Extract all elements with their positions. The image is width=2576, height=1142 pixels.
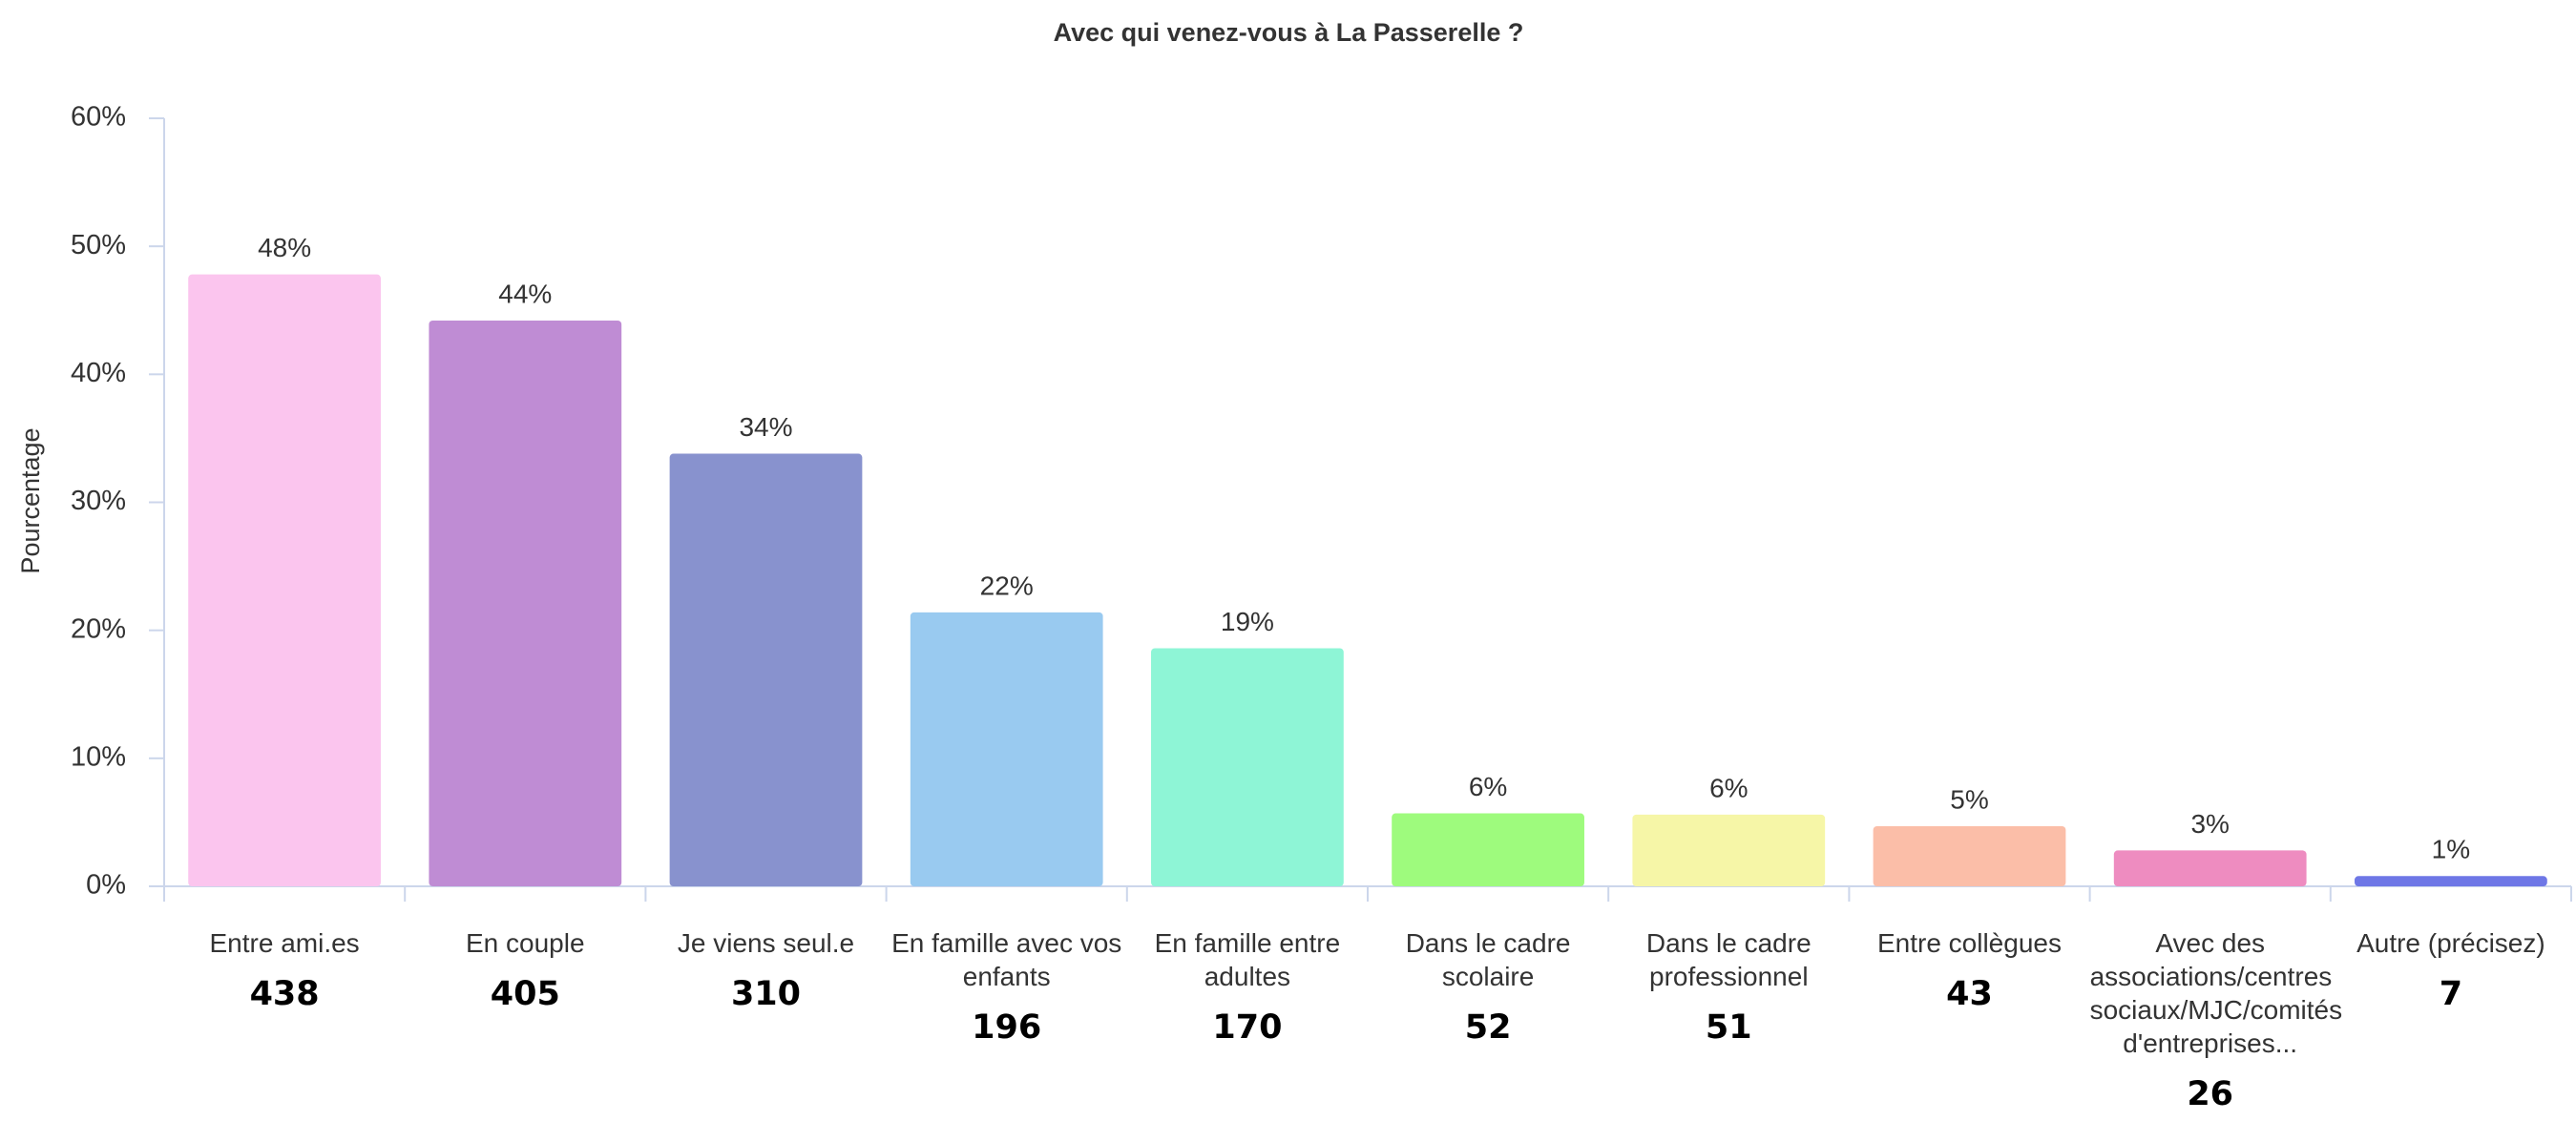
count-label: 405	[490, 975, 560, 1013]
bar	[1632, 814, 1826, 886]
bar	[1873, 825, 2066, 886]
bar	[188, 274, 381, 886]
x-tick-label: Dans le cadre scolaire	[1405, 928, 1571, 991]
count-label: 26	[2187, 1075, 2234, 1113]
x-tick-label: En famille avec vos enfants	[891, 928, 1122, 991]
count-label: 438	[249, 975, 320, 1013]
x-tick-group: Entre ami.es 438	[164, 926, 405, 1013]
y-tick-label: 50%	[71, 230, 126, 260]
data-label: 48%	[258, 233, 311, 262]
bar	[2355, 876, 2547, 886]
data-label: 6%	[1709, 773, 1748, 802]
y-tick-label: 40%	[71, 358, 126, 388]
x-tick-group: Avec des associations/centres sociaux/MJ…	[2089, 926, 2343, 1113]
x-tick-label: Je viens seul.e	[677, 928, 855, 958]
data-label: 1%	[2432, 835, 2470, 864]
x-tick-label: Entre collègues	[1876, 928, 2062, 958]
count-label: 196	[972, 1008, 1042, 1047]
data-label: 34%	[739, 412, 792, 442]
bar	[669, 453, 863, 886]
bar	[429, 320, 622, 886]
x-tick-group: Autre (précisez) 7	[2331, 926, 2571, 1013]
x-tick-label: En famille entre adultes	[1154, 928, 1341, 991]
x-tick-group: Dans le cadre scolaire 52	[1368, 926, 1608, 1047]
y-tick-label: 20%	[71, 613, 126, 644]
x-tick-group: Entre collègues 43	[1849, 926, 2089, 1013]
bar	[2113, 850, 2307, 886]
data-label: 44%	[498, 279, 552, 308]
data-label: 3%	[2190, 809, 2229, 839]
bar	[1392, 813, 1584, 886]
data-label: 22%	[980, 571, 1034, 600]
x-tick-label: Avec des associations/centres sociaux/MJ…	[2089, 928, 2343, 1058]
x-tick-group: En couple 405	[405, 926, 645, 1013]
x-tick-group: Dans le cadre professionnel 51	[1608, 926, 1849, 1047]
count-label: 51	[1705, 1008, 1752, 1047]
chart-title: Avec qui venez-vous à La Passerelle ?	[1054, 18, 1524, 47]
bar	[910, 612, 1103, 886]
x-tick-label: Dans le cadre professionnel	[1645, 928, 1812, 991]
count-label: 7	[2439, 975, 2463, 1013]
x-tick-label: Entre ami.es	[209, 928, 360, 958]
y-tick-label: 30%	[71, 486, 126, 516]
x-tick-group: Je viens seul.e 310	[645, 926, 886, 1013]
data-label: 6%	[1469, 772, 1507, 801]
count-label: 43	[1946, 975, 1993, 1013]
data-label: 5%	[1950, 784, 1988, 814]
count-label: 310	[730, 975, 802, 1013]
x-tick-group: En famille avec vos enfants 196	[887, 926, 1127, 1047]
x-tick-label: En couple	[466, 928, 585, 958]
x-tick-group: En famille entre adultes 170	[1127, 926, 1368, 1047]
data-label: 19%	[1221, 607, 1274, 636]
bar	[1151, 648, 1344, 886]
count-label: 170	[1212, 1008, 1283, 1047]
x-tick-label: Autre (précisez)	[2356, 928, 2545, 958]
y-tick-label: 10%	[71, 741, 126, 772]
y-tick-label: 60%	[71, 102, 126, 133]
y-tick-label: 0%	[86, 870, 126, 901]
y-axis-label: Pourcentage	[16, 427, 45, 573]
count-label: 52	[1464, 1008, 1512, 1047]
